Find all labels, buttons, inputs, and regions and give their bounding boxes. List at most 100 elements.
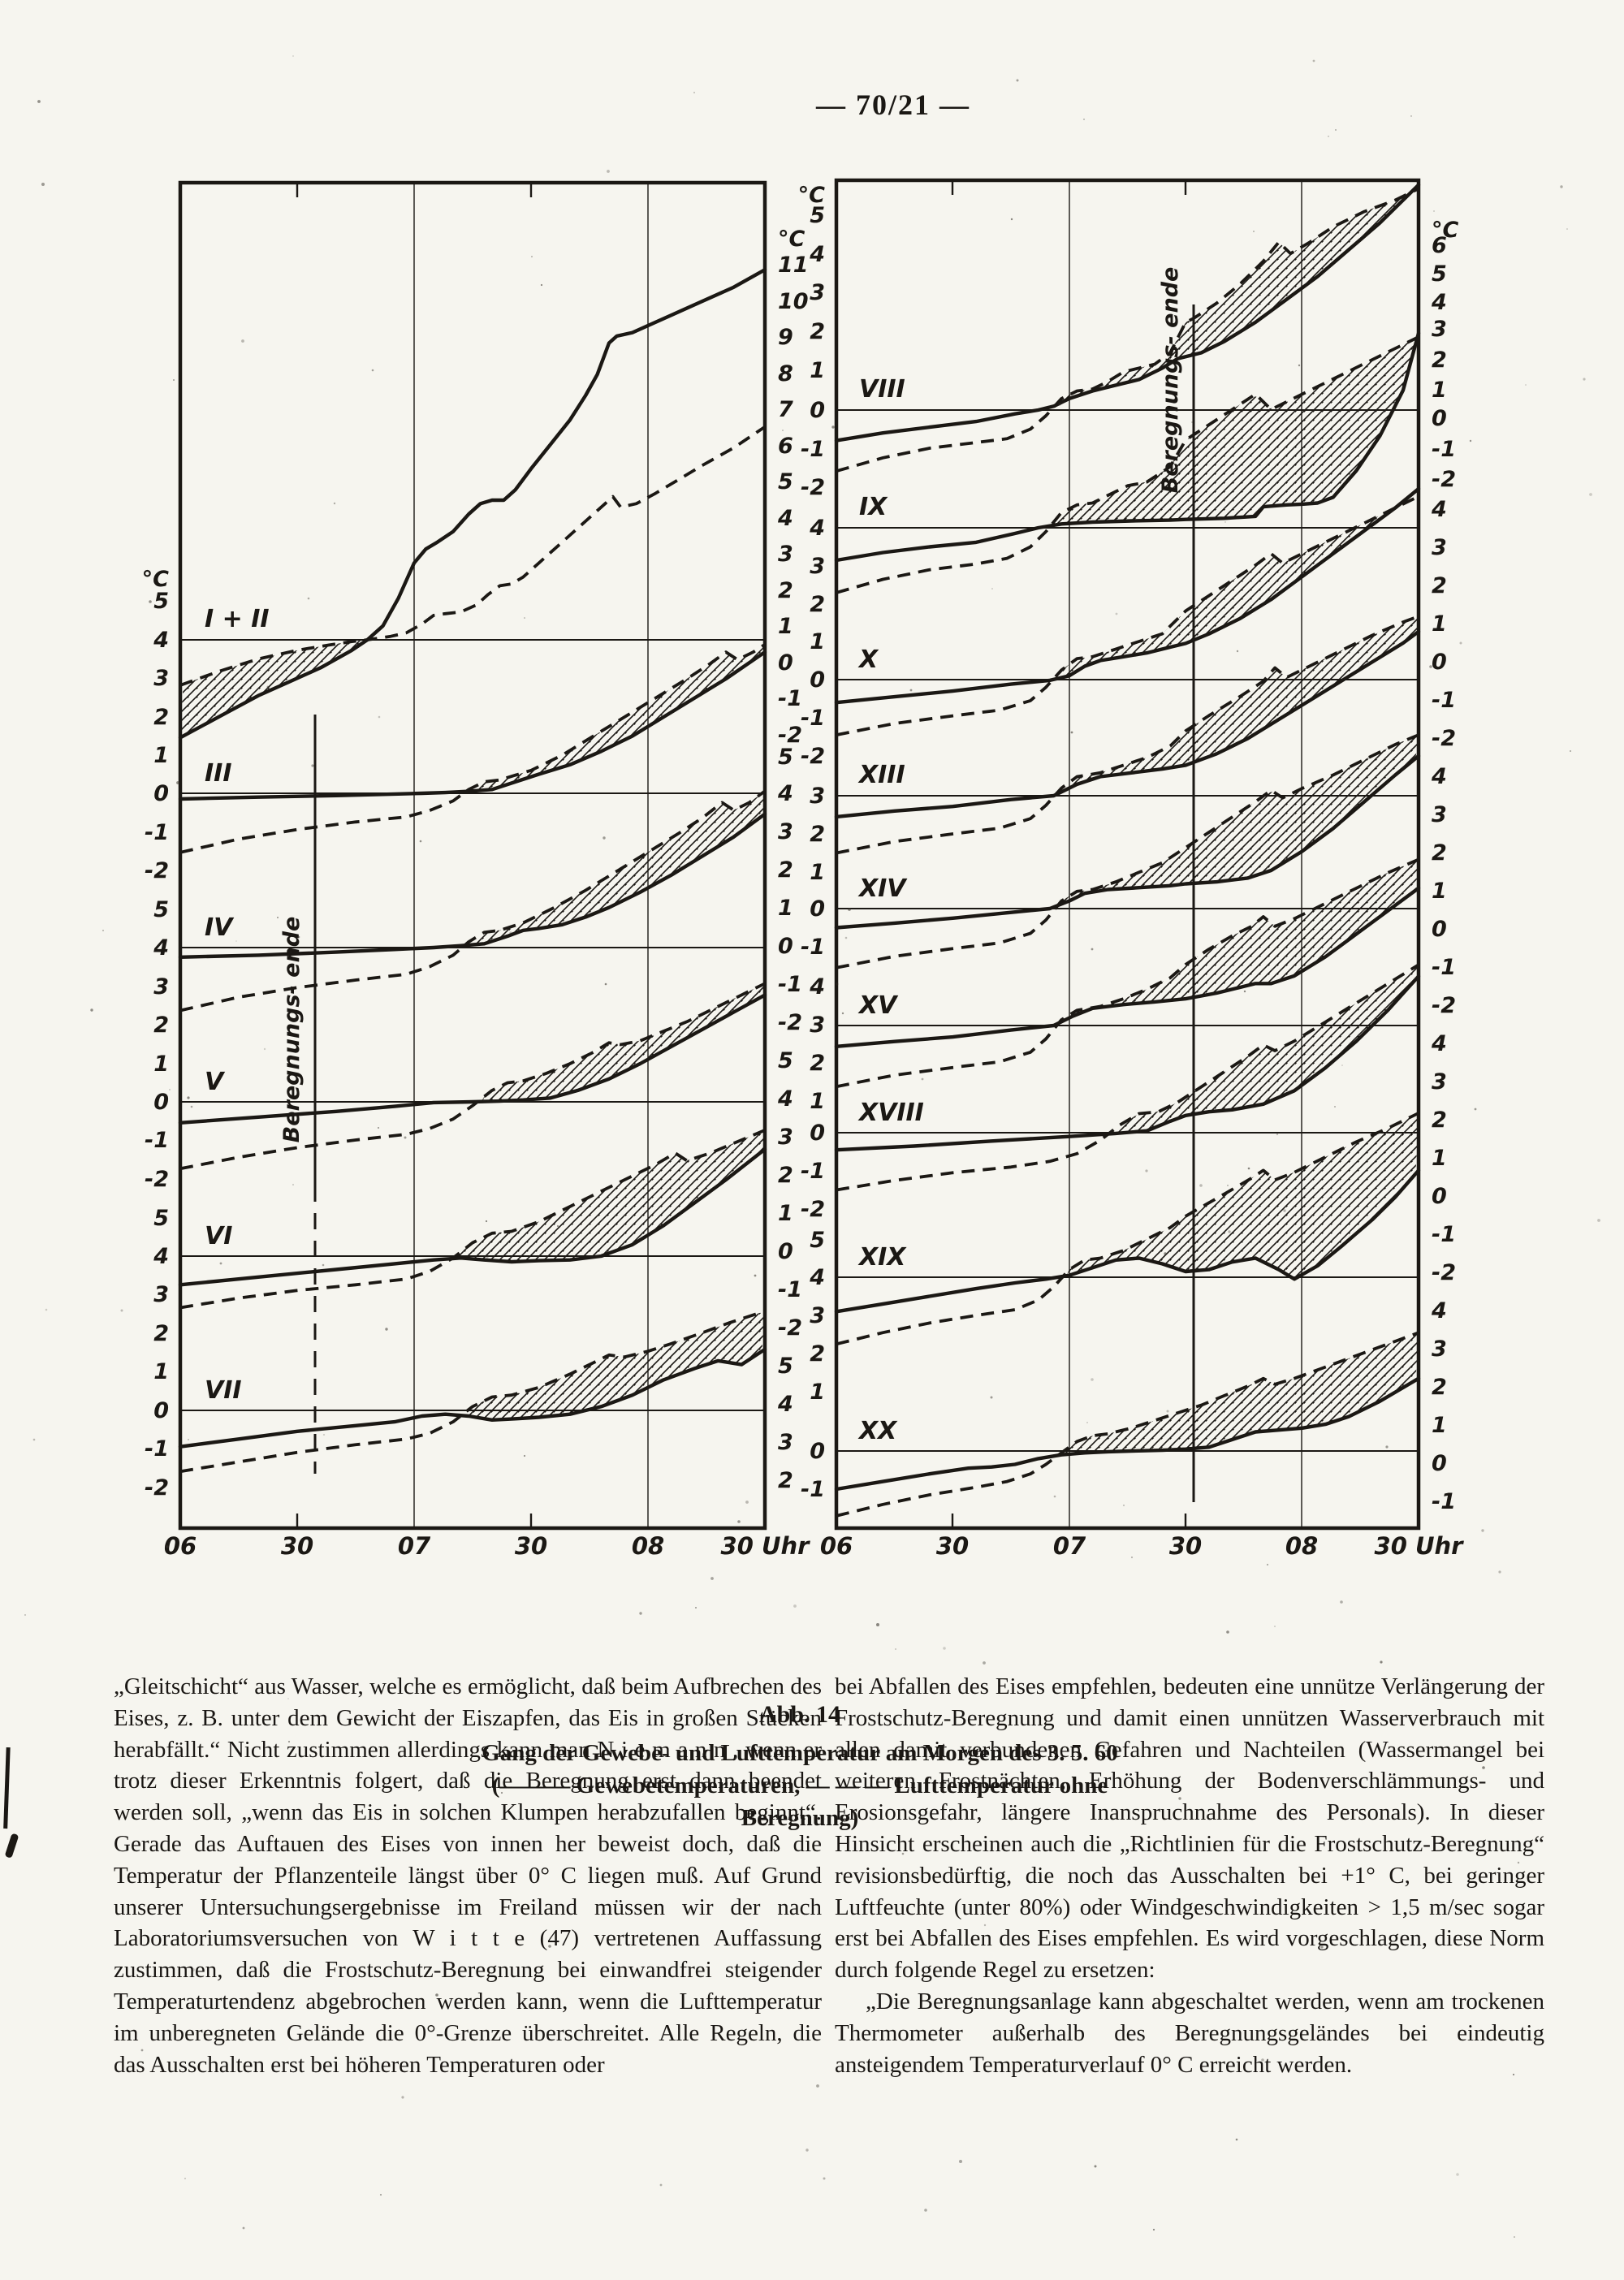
svg-text:-1: -1	[778, 972, 802, 997]
svg-text:1: 1	[1432, 611, 1447, 637]
body-column-left: „Gleitschicht“ aus Wasser, welche es erm…	[114, 1671, 822, 2080]
svg-text:2: 2	[1432, 348, 1447, 373]
svg-text:-2: -2	[145, 1167, 169, 1192]
svg-text:-2: -2	[1432, 726, 1456, 751]
svg-text:8: 8	[778, 361, 793, 386]
svg-text:0: 0	[1432, 1451, 1447, 1476]
svg-text:4: 4	[1431, 764, 1447, 789]
hatched-difference-area	[1054, 338, 1416, 525]
svg-text:1: 1	[778, 896, 793, 921]
svg-text:-1: -1	[1432, 688, 1456, 713]
section-IX: IX	[834, 331, 1421, 594]
svg-text:1: 1	[1432, 879, 1447, 904]
body-column-right: bei Abfallen des Eises empfehlen, bedeut…	[835, 1671, 1544, 2080]
paragraph: bei Abfallen des Eises empfehlen, bedeut…	[835, 1673, 1544, 1984]
svg-text:4: 4	[153, 1244, 169, 1269]
svg-text:-1: -1	[801, 935, 825, 960]
svg-text:VIII: VIII	[859, 375, 905, 404]
svg-text:-2: -2	[1432, 467, 1456, 492]
svg-text:0: 0	[1432, 1184, 1447, 1209]
svg-text:2: 2	[810, 1051, 825, 1076]
svg-text:2: 2	[1432, 1375, 1447, 1400]
scan-noise	[3, 55, 1600, 2238]
svg-text:°C: °C	[142, 567, 170, 592]
figure-caption-line3: Beregnung)	[741, 1805, 859, 1831]
svg-text:30 Uhr: 30 Uhr	[721, 1532, 811, 1560]
svg-text:-1: -1	[1432, 437, 1456, 462]
lufttemperatur-dashed-curve	[179, 789, 767, 1013]
svg-text:-1: -1	[778, 686, 802, 711]
hatched-difference-area	[469, 644, 765, 792]
svg-text:2: 2	[810, 592, 825, 617]
svg-text:08: 08	[1285, 1532, 1318, 1560]
lufttemperatur-dashed-curve	[179, 425, 767, 687]
svg-text:-2: -2	[145, 1475, 169, 1501]
lufttemperatur-dashed-curve	[836, 1331, 1419, 1518]
lufttemperatur-dashed-curve	[179, 643, 767, 854]
chart-frame	[834, 178, 1421, 1531]
svg-text:0: 0	[810, 896, 825, 922]
svg-text:2: 2	[1432, 573, 1447, 598]
svg-text:°C: °C	[778, 227, 806, 252]
svg-text:3: 3	[1432, 535, 1447, 560]
svg-text:-1: -1	[801, 706, 825, 731]
svg-text:30: 30	[936, 1532, 969, 1560]
svg-text:2: 2	[1432, 1108, 1447, 1133]
svg-text:4: 4	[153, 935, 169, 961]
svg-text:2: 2	[153, 1013, 169, 1038]
svg-text:1: 1	[778, 1201, 793, 1226]
paragraph: „Die Beregnungsanlage kann abgeschaltet …	[835, 1988, 1544, 2078]
svg-text:-2: -2	[1432, 993, 1456, 1018]
svg-text:3: 3	[810, 784, 825, 809]
svg-text:2: 2	[810, 319, 825, 344]
page-number: — 70/21 —	[815, 89, 971, 121]
gewebetemperatur-solid-curve	[834, 974, 1421, 1152]
svg-text:-2: -2	[778, 1010, 802, 1035]
svg-text:4: 4	[809, 242, 825, 267]
scan-artifact	[3, 1747, 11, 1829]
svg-text:1: 1	[778, 614, 793, 639]
svg-text:-1: -1	[145, 1128, 169, 1153]
svg-text:-2: -2	[778, 1315, 802, 1341]
section-IV: IV	[178, 789, 767, 1013]
svg-text:0: 0	[810, 398, 825, 423]
svg-text:3: 3	[778, 819, 793, 844]
section-V: V	[178, 982, 767, 1171]
svg-text:06: 06	[164, 1532, 197, 1560]
hatched-difference-area	[1060, 1332, 1419, 1455]
scan-artifact	[5, 1833, 19, 1858]
svg-text:4: 4	[1431, 497, 1447, 522]
svg-text:3: 3	[778, 1125, 793, 1150]
svg-text:4: 4	[777, 781, 793, 806]
svg-text:4: 4	[809, 516, 825, 541]
svg-text:XIII: XIII	[857, 761, 905, 789]
svg-text:5: 5	[810, 1228, 825, 1253]
svg-text:4: 4	[153, 628, 169, 653]
svg-text:07: 07	[1053, 1532, 1086, 1560]
gewebetemperatur-solid-curve	[834, 331, 1421, 563]
svg-text:3: 3	[810, 280, 825, 305]
svg-text:0: 0	[778, 1239, 793, 1264]
svg-text:10: 10	[778, 289, 809, 314]
svg-text:3: 3	[778, 542, 793, 567]
svg-text:-1: -1	[1432, 955, 1456, 980]
svg-text:4: 4	[809, 1265, 825, 1290]
svg-text:2: 2	[153, 705, 169, 730]
gewebetemperatur-solid-curve	[178, 812, 767, 959]
gewebetemperatur-solid-curve	[178, 650, 767, 801]
svg-text:0: 0	[810, 667, 825, 693]
svg-text:1: 1	[1432, 1413, 1447, 1438]
svg-text:5: 5	[778, 469, 793, 494]
svg-text:XX: XX	[857, 1417, 898, 1445]
svg-text:0: 0	[153, 781, 169, 806]
gewebetemperatur-solid-curve	[178, 1147, 767, 1287]
svg-text:2: 2	[810, 1341, 825, 1367]
svg-text:0: 0	[1432, 406, 1447, 431]
svg-text:-2: -2	[801, 1197, 825, 1222]
section-X: X	[834, 486, 1421, 736]
svg-text:IX: IX	[859, 493, 888, 521]
svg-text:30: 30	[1169, 1532, 1202, 1560]
svg-text:0: 0	[1432, 917, 1447, 942]
svg-text:-1: -1	[145, 820, 169, 845]
svg-text:5: 5	[153, 589, 169, 614]
